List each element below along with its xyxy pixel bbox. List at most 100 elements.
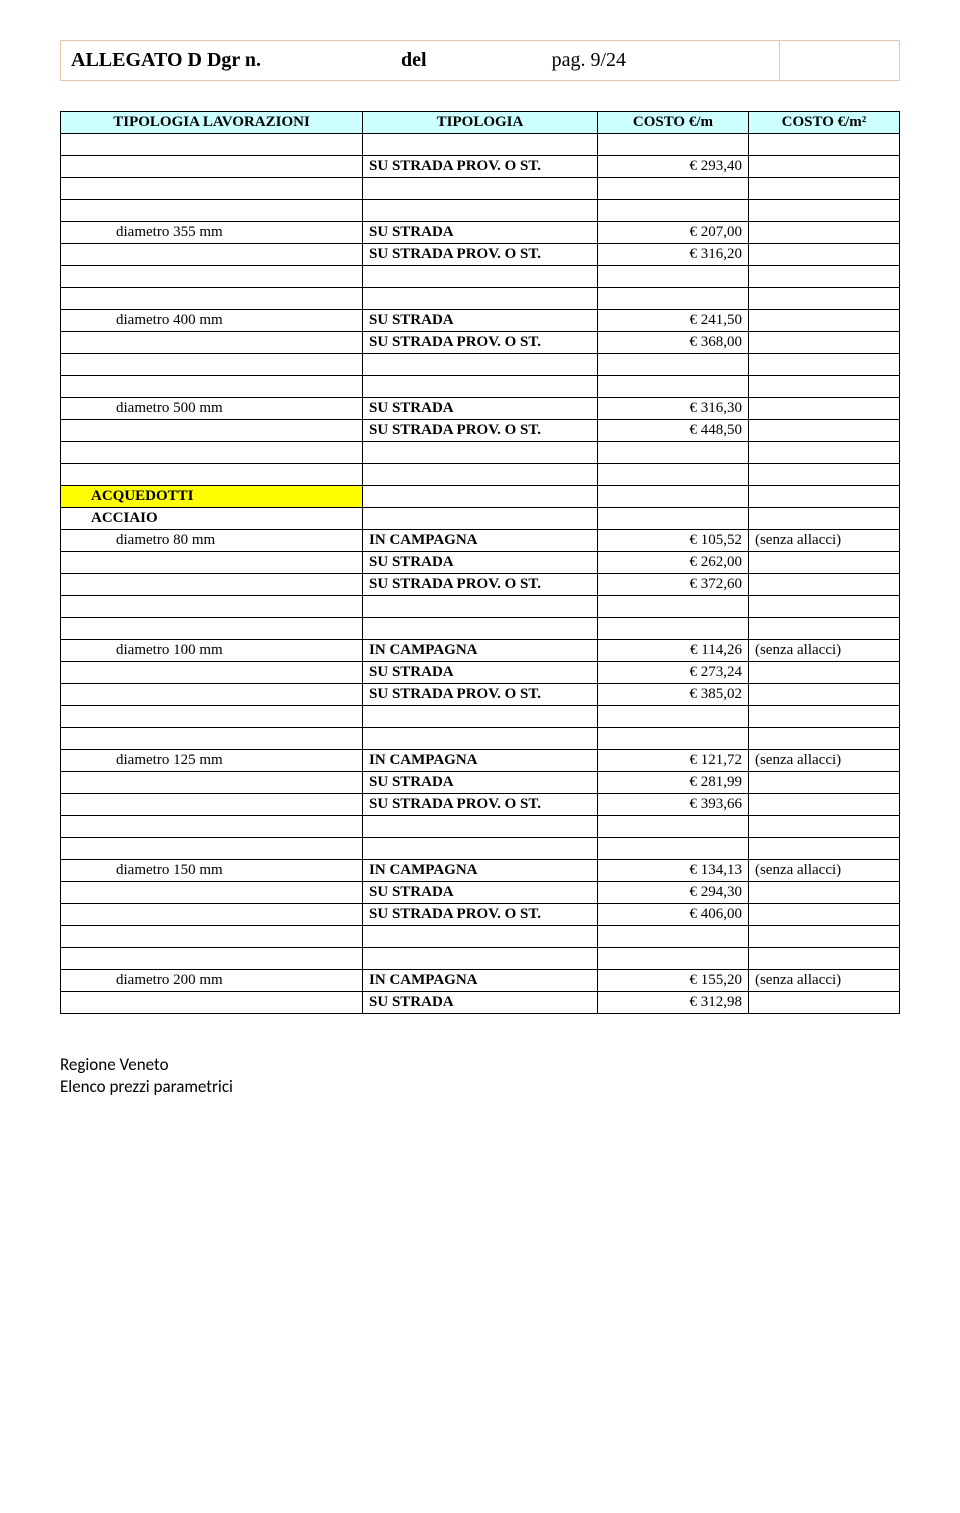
table-row: SU STRADA PROV. O ST.€ 385,02 (61, 684, 900, 706)
cell-costo-m: € 312,98 (597, 992, 748, 1014)
cell-costo-m: € 368,00 (597, 332, 748, 354)
cell-tipologia: SU STRADA (363, 772, 598, 794)
table-row (61, 926, 900, 948)
cell-costo-m2 (748, 794, 899, 816)
cell-label (61, 772, 363, 794)
table-row (61, 464, 900, 486)
empty-cell (748, 354, 899, 376)
cell-label (61, 156, 363, 178)
cell-tipologia: SU STRADA PROV. O ST. (363, 156, 598, 178)
empty-cell (363, 706, 598, 728)
cell-costo-m2: (senza allacci) (748, 860, 899, 882)
table-row: diametro 150 mmIN CAMPAGNA€ 134,13(senza… (61, 860, 900, 882)
cell-costo-m2 (748, 156, 899, 178)
empty-cell (61, 288, 363, 310)
cell-label: ACQUEDOTTI (61, 486, 363, 508)
cell-costo-m2 (748, 552, 899, 574)
empty-cell (61, 618, 363, 640)
empty-cell (363, 178, 598, 200)
table-row: ACQUEDOTTI (61, 486, 900, 508)
table-row: SU STRADA PROV. O ST.€ 393,66 (61, 794, 900, 816)
cell-label: diametro 500 mm (61, 398, 363, 420)
cell-costo-m: € 114,26 (597, 640, 748, 662)
doc-header-table: ALLEGATO D Dgr n. del pag. 9/24 (60, 40, 900, 81)
cell-label: diametro 100 mm (61, 640, 363, 662)
table-row: SU STRADA€ 294,30 (61, 882, 900, 904)
cell-costo-m: € 121,72 (597, 750, 748, 772)
cell-costo-m2 (748, 420, 899, 442)
table-row (61, 596, 900, 618)
doc-header-right-empty (780, 41, 900, 81)
cell-costo-m: € 316,20 (597, 244, 748, 266)
cell-label (61, 882, 363, 904)
empty-cell (363, 354, 598, 376)
cell-costo-m2 (748, 574, 899, 596)
th-costo-m2: COSTO €/m² (748, 112, 899, 134)
cell-costo-m2 (748, 508, 899, 530)
table-row: SU STRADA€ 312,98 (61, 992, 900, 1014)
cell-tipologia: SU STRADA PROV. O ST. (363, 904, 598, 926)
empty-cell (61, 354, 363, 376)
empty-cell (363, 618, 598, 640)
cell-tipologia: SU STRADA PROV. O ST. (363, 574, 598, 596)
cell-tipologia: SU STRADA (363, 552, 598, 574)
empty-cell (597, 134, 748, 156)
cell-label: diametro 80 mm (61, 530, 363, 552)
cell-label: diametro 200 mm (61, 970, 363, 992)
cell-costo-m2 (748, 332, 899, 354)
table-row (61, 134, 900, 156)
cell-tipologia: SU STRADA (363, 310, 598, 332)
empty-cell (61, 376, 363, 398)
cell-costo-m2 (748, 904, 899, 926)
empty-cell (61, 948, 363, 970)
th-tipologia: TIPOLOGIA (363, 112, 598, 134)
table-row: SU STRADA€ 262,00 (61, 552, 900, 574)
empty-cell (363, 442, 598, 464)
empty-cell (597, 376, 748, 398)
empty-cell (363, 948, 598, 970)
empty-cell (748, 442, 899, 464)
cell-costo-m: € 105,52 (597, 530, 748, 552)
empty-cell (597, 178, 748, 200)
cell-label (61, 574, 363, 596)
table-row (61, 728, 900, 750)
cell-costo-m: € 241,50 (597, 310, 748, 332)
doc-header-mid-bold: del (401, 49, 427, 71)
table-row: diametro 100 mmIN CAMPAGNA€ 114,26(senza… (61, 640, 900, 662)
empty-cell (597, 266, 748, 288)
cell-costo-m2 (748, 486, 899, 508)
table-row: SU STRADA€ 281,99 (61, 772, 900, 794)
pricing-table: TIPOLOGIA LAVORAZIONI TIPOLOGIA COSTO €/… (60, 111, 900, 1014)
cell-label (61, 552, 363, 574)
empty-cell (597, 596, 748, 618)
cell-costo-m: € 294,30 (597, 882, 748, 904)
empty-cell (363, 816, 598, 838)
empty-cell (61, 596, 363, 618)
empty-cell (597, 816, 748, 838)
table-row: SU STRADA PROV. O ST.€ 368,00 (61, 332, 900, 354)
empty-cell (748, 266, 899, 288)
empty-cell (61, 178, 363, 200)
table-row (61, 354, 900, 376)
cell-label (61, 794, 363, 816)
th-tipologia-lavorazioni: TIPOLOGIA LAVORAZIONI (61, 112, 363, 134)
table-row (61, 288, 900, 310)
table-row: SU STRADA€ 273,24 (61, 662, 900, 684)
cell-costo-m2: (senza allacci) (748, 640, 899, 662)
cell-costo-m (597, 486, 748, 508)
cell-costo-m2 (748, 684, 899, 706)
empty-cell (597, 464, 748, 486)
table-row: SU STRADA PROV. O ST.€ 293,40 (61, 156, 900, 178)
table-row: diametro 400 mmSU STRADA€ 241,50 (61, 310, 900, 332)
cell-costo-m: € 262,00 (597, 552, 748, 574)
table-row: diametro 500 mmSU STRADA€ 316,30 (61, 398, 900, 420)
cell-tipologia: SU STRADA (363, 992, 598, 1014)
table-row: SU STRADA PROV. O ST.€ 406,00 (61, 904, 900, 926)
table-header-row: TIPOLOGIA LAVORAZIONI TIPOLOGIA COSTO €/… (61, 112, 900, 134)
cell-tipologia: IN CAMPAGNA (363, 750, 598, 772)
empty-cell (363, 134, 598, 156)
cell-costo-m: € 372,60 (597, 574, 748, 596)
cell-tipologia: SU STRADA (363, 222, 598, 244)
cell-costo-m2: (senza allacci) (748, 530, 899, 552)
cell-costo-m: € 316,30 (597, 398, 748, 420)
